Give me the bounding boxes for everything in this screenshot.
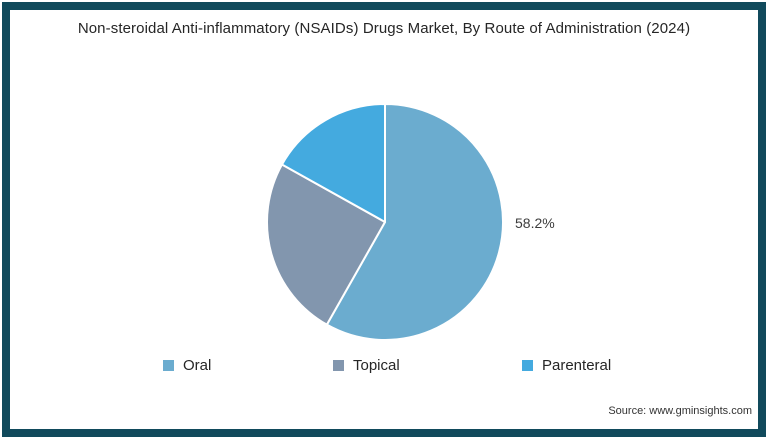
legend-swatch-topical (333, 360, 344, 371)
oral-slice-data-label: 58.2% (515, 215, 555, 231)
pie-slice-oral (325, 103, 504, 341)
legend-label-parenteral: Parenteral (542, 357, 612, 374)
legend-label-oral: Oral (183, 357, 212, 374)
legend-label-topical: Topical (353, 357, 400, 374)
legend-swatch-oral (163, 360, 174, 371)
source-attribution: Source: www.gminsights.com (608, 405, 752, 417)
legend-swatch-parenteral (522, 360, 533, 371)
legend-item-oral: Oral (163, 357, 211, 374)
pie-slice-parenteral (280, 103, 386, 223)
pie-slice-topical (266, 163, 386, 326)
legend-item-parenteral: Parenteral (522, 357, 611, 374)
chart-title: Non-steroidal Anti-inflammatory (NSAIDs)… (77, 20, 691, 37)
pie-chart (266, 103, 504, 341)
legend-item-topical: Topical (333, 357, 400, 374)
